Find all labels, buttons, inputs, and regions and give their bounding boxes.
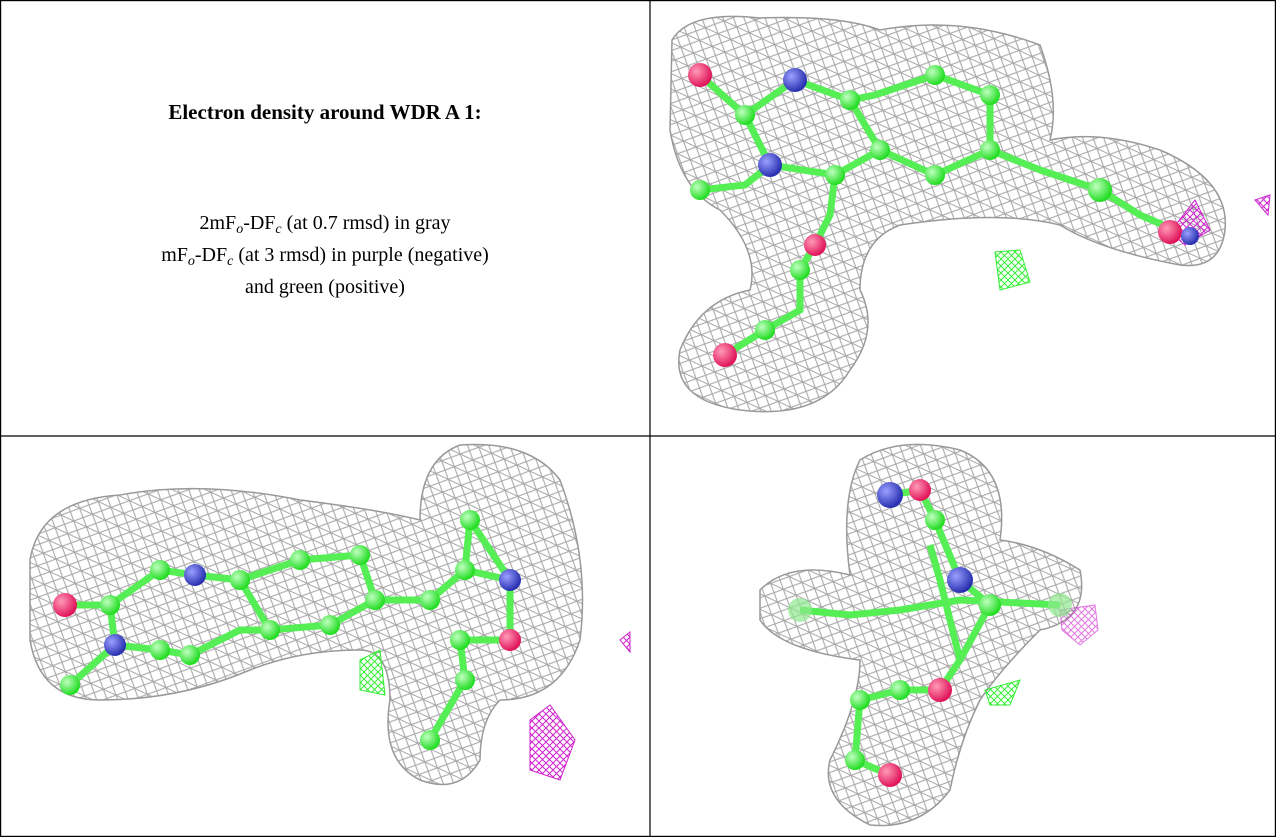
subscript: o <box>187 254 195 269</box>
legend-text: (at 3 rmsd) in purple (negative) <box>233 244 489 266</box>
legend-text: -DF <box>243 212 276 234</box>
negative-density <box>619 630 631 654</box>
density-view-top <box>669 15 1271 413</box>
density-mesh <box>669 15 1227 413</box>
density-view-bottom-left <box>29 443 631 786</box>
caption-legend: 2mFo-DFc (at 0.7 rmsd) in gray mFo-DFc (a… <box>0 207 650 303</box>
legend-text: mF <box>161 244 188 266</box>
positive-density <box>359 649 386 696</box>
legend-line: 2mFo-DFc (at 0.7 rmsd) in gray <box>0 207 650 239</box>
legend-text: (at 0.7 rmsd) in gray <box>281 212 451 234</box>
positive-density <box>984 679 1021 706</box>
atoms <box>788 479 1072 787</box>
positive-density <box>994 249 1031 291</box>
density-mesh <box>759 443 1083 827</box>
subscript: c <box>275 222 282 237</box>
negative-density <box>529 704 576 781</box>
legend-text: 2mF <box>199 212 237 234</box>
legend-text: and green (positive) <box>245 276 405 298</box>
density-view-bottom-right <box>759 443 1099 827</box>
caption-title: Electron density around WDR A 1: <box>168 100 482 124</box>
atoms <box>53 510 521 750</box>
caption-cell: Electron density around WDR A 1: 2mFo-DF… <box>0 0 650 436</box>
legend-line: and green (positive) <box>0 271 650 303</box>
subscript: o <box>236 222 244 237</box>
density-mesh <box>29 443 584 786</box>
negative-density <box>1254 194 1271 217</box>
legend-text: -DF <box>194 244 228 266</box>
legend-line: mFo-DFc (at 3 rmsd) in purple (negative) <box>0 239 650 271</box>
atoms <box>688 63 1199 367</box>
subscript: c <box>227 254 234 269</box>
negative-density <box>1059 604 1099 646</box>
